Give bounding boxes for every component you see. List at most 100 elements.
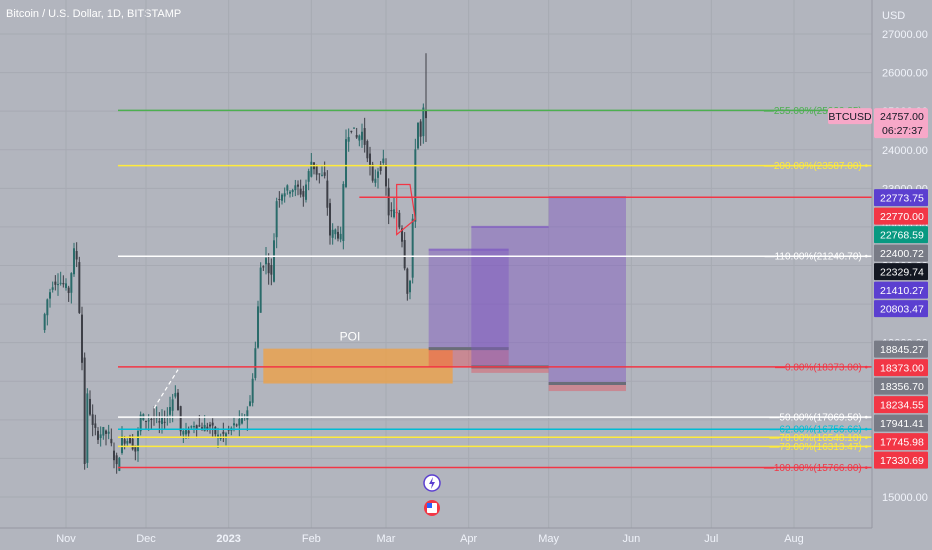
time-tick-label: Dec xyxy=(136,533,156,545)
target-box xyxy=(548,197,626,384)
price-tag-text: 17745.98 xyxy=(880,437,924,449)
annotations: POI xyxy=(153,183,441,516)
countdown-text: 06:27:37 xyxy=(882,125,923,137)
candle-body xyxy=(86,393,89,463)
candle-body xyxy=(363,128,366,145)
candle-body xyxy=(225,433,227,438)
last-price-text: 24757.00 xyxy=(880,111,924,123)
lightning-glyph xyxy=(429,477,435,489)
candle-body xyxy=(102,427,105,436)
candle-body xyxy=(318,173,321,175)
price-tag-text: 17941.41 xyxy=(880,418,924,430)
triangle-drawing xyxy=(396,183,416,236)
target-box xyxy=(471,226,549,367)
candle-body xyxy=(75,251,78,260)
candle-body xyxy=(70,273,73,293)
candle-body xyxy=(43,314,46,331)
candle-body xyxy=(83,357,86,464)
candle-body xyxy=(283,193,286,197)
price-tick-label: 27000.00 xyxy=(882,29,928,41)
stop-box xyxy=(428,348,509,367)
candle-body xyxy=(78,262,81,313)
candle-body xyxy=(398,212,401,228)
candle-body xyxy=(67,287,70,293)
candle-body xyxy=(334,229,337,235)
candle-body xyxy=(57,284,59,286)
fib-label: —50.00%(17069.50) • xyxy=(769,413,868,424)
candle-body xyxy=(299,188,302,195)
fib-label: —255.00%(25020.85) • xyxy=(764,106,869,117)
candle-body xyxy=(278,198,281,200)
candle-body xyxy=(126,441,129,444)
time-axis[interactable]: Nov Dec 2023 Feb Mar Apr May Jun Jul Aug xyxy=(0,527,872,545)
price-tag-text: 17330.69 xyxy=(880,455,924,467)
candle-body xyxy=(262,266,265,268)
candle-body xyxy=(209,424,211,427)
price-tag xyxy=(874,414,928,432)
candle-body xyxy=(377,171,379,178)
candle-body xyxy=(414,149,417,222)
candle-body xyxy=(89,398,91,415)
price-tag xyxy=(874,263,928,281)
candle-body xyxy=(73,248,75,275)
price-tag-text: 18356.70 xyxy=(880,381,924,393)
symbol-tag xyxy=(828,108,872,125)
candle-body xyxy=(366,141,369,159)
candle-body xyxy=(97,430,99,440)
candle-body xyxy=(390,210,393,212)
candle-body xyxy=(121,435,123,454)
symbol-tag-text: BTCUSD xyxy=(828,111,872,123)
candle-body xyxy=(222,431,225,434)
candle-body xyxy=(259,267,262,313)
candle-body xyxy=(59,282,62,284)
candle-body xyxy=(369,153,371,167)
candle-body xyxy=(321,174,323,176)
candle-body xyxy=(49,292,51,299)
candle-body xyxy=(214,426,217,435)
candle-body xyxy=(107,431,110,434)
stop-box xyxy=(471,366,549,373)
candle-body xyxy=(227,429,230,431)
candle-body xyxy=(265,258,267,265)
price-tag xyxy=(874,377,928,395)
candle-body xyxy=(54,281,57,285)
candle-body xyxy=(326,180,329,208)
candle-body xyxy=(118,457,121,471)
target-box xyxy=(428,249,509,349)
price-tag-text: 22773.75 xyxy=(880,193,924,205)
candle-body xyxy=(46,299,49,316)
price-axis[interactable]: USD27000.0026000.0025000.0024000.0023000… xyxy=(828,0,932,550)
candle-body xyxy=(171,399,174,411)
candle-body xyxy=(182,431,185,435)
candle-body xyxy=(185,429,187,435)
candle-body xyxy=(267,262,270,274)
candles xyxy=(43,53,427,474)
candle-body xyxy=(179,406,182,432)
candle-body xyxy=(355,135,358,138)
candle-body xyxy=(409,280,411,293)
candle-body xyxy=(350,130,353,132)
candle-body xyxy=(331,229,334,238)
candle-body xyxy=(251,378,254,403)
trend-line xyxy=(153,369,179,409)
price-tag xyxy=(874,189,928,207)
fib-label: —62.00%(16756.66) • xyxy=(769,425,868,436)
candle-body xyxy=(235,424,238,426)
candle-body xyxy=(219,437,222,439)
candle-body xyxy=(379,164,382,171)
candle-body xyxy=(99,434,102,439)
candle-body xyxy=(81,314,83,363)
candle-body xyxy=(51,287,54,290)
candle-body xyxy=(353,127,355,129)
price-tag-text: 22329.74 xyxy=(880,267,924,279)
candle-body xyxy=(289,191,291,194)
candle-body xyxy=(270,265,273,275)
candle-body xyxy=(337,231,339,239)
price-tag-text: 18845.27 xyxy=(880,344,924,356)
price-tag xyxy=(874,300,928,318)
price-tag xyxy=(874,340,928,358)
candle-body xyxy=(401,228,403,242)
candle-body xyxy=(329,203,331,236)
candle-body xyxy=(94,423,97,428)
